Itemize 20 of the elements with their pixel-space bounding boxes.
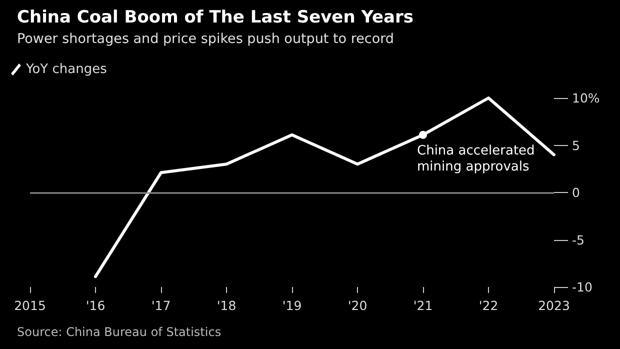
y-tick-label: -10 xyxy=(572,280,592,294)
chart-title: China Coal Boom of The Last Seven Years xyxy=(17,8,414,28)
x-tick-label: '19 xyxy=(282,298,302,313)
x-tick-label: '17 xyxy=(151,298,171,313)
legend-label: YoY changes xyxy=(25,62,108,77)
line-series xyxy=(94,96,556,278)
y-tick-label: -5 xyxy=(572,232,584,248)
annotation: China accelerated mining approvals xyxy=(417,143,535,174)
y-tick-label: 5 xyxy=(572,138,580,153)
x-tick-label: '22 xyxy=(478,298,498,313)
x-tick-label: 2023 xyxy=(538,298,570,313)
source-note: Source: China Bureau of Statistics xyxy=(17,325,222,339)
y-tick-label: 0 xyxy=(572,185,580,200)
x-tick-label: '21 xyxy=(413,298,433,313)
x-tick-label: '18 xyxy=(216,298,236,313)
x-tick-label: 2015 xyxy=(14,298,46,313)
y-tick-label: 10% xyxy=(572,90,600,106)
x-tick-label: '16 xyxy=(86,298,106,313)
x-tick-label: '20 xyxy=(348,298,368,313)
chart-subtitle: Power shortages and price spikes push output to record xyxy=(17,31,394,47)
